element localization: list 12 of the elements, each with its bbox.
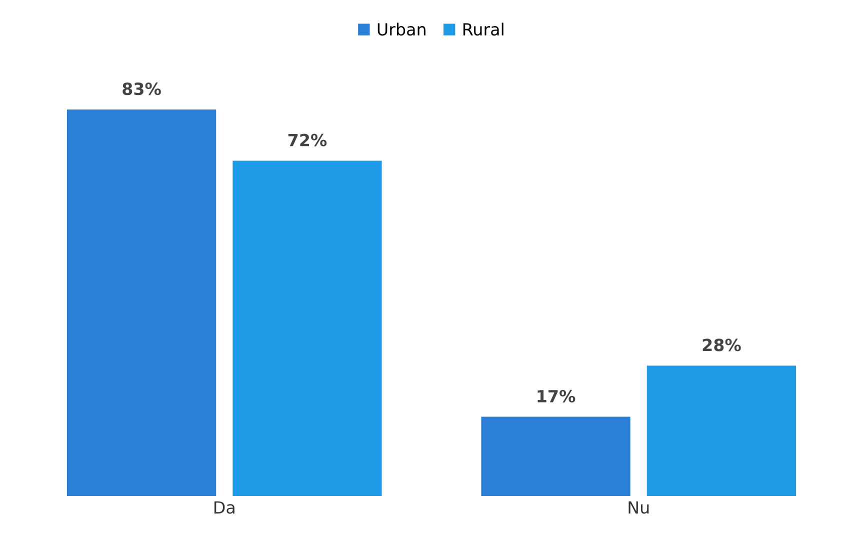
x-tick-label: Da [214, 501, 234, 514]
bar [646, 366, 796, 496]
data-label: 17% [538, 390, 576, 402]
legend-label: Rural [463, 22, 504, 36]
bar [481, 416, 630, 496]
legend-label: Urban [378, 22, 426, 36]
data-label: 83% [122, 82, 161, 96]
data-label: 72% [288, 134, 327, 146]
data-label: 28% [702, 338, 741, 352]
bar [66, 109, 216, 496]
x-tick-label: Nu [628, 501, 649, 514]
bar [232, 160, 382, 496]
